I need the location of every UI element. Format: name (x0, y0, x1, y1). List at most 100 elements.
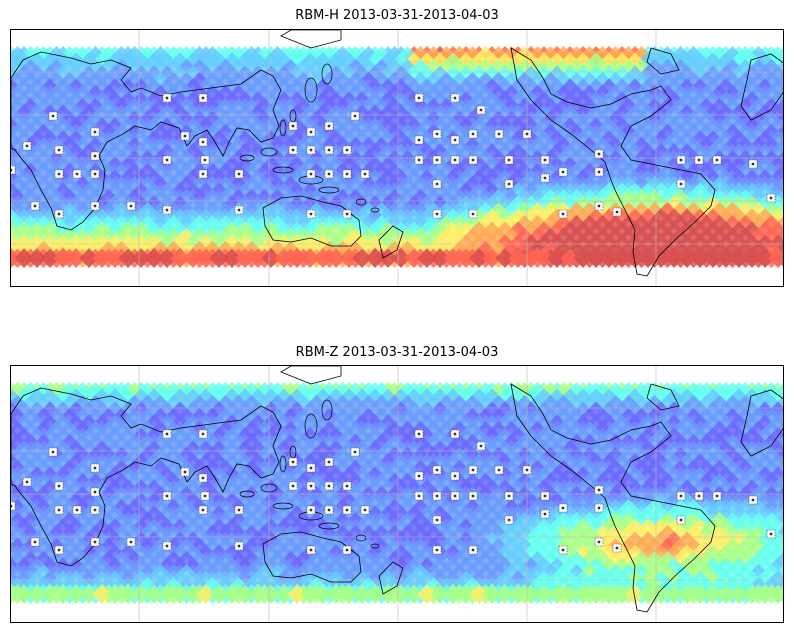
station-marker-icon (306, 505, 316, 515)
station-marker-icon (90, 487, 100, 497)
station-marker-icon (306, 169, 316, 179)
station-marker-icon (324, 505, 334, 515)
station-marker-icon (11, 165, 16, 175)
station-marker-icon (676, 179, 686, 189)
station-marker-icon (360, 505, 370, 515)
graticule (11, 30, 783, 286)
station-marker-icon (748, 495, 758, 505)
station-marker-icon (288, 481, 298, 491)
station-marker-icon (90, 201, 100, 211)
station-marker-icon (432, 129, 442, 139)
station-marker-icon (54, 505, 64, 515)
station-marker-icon (522, 129, 532, 139)
station-marker-icon (342, 481, 352, 491)
station-marker-icon (766, 529, 776, 539)
station-marker-icon (234, 169, 244, 179)
station-marker-icon (72, 169, 82, 179)
station-marker-icon (594, 485, 604, 495)
station-marker-icon (180, 131, 190, 141)
station-marker-icon (90, 127, 100, 137)
station-marker-icon (468, 491, 478, 501)
station-marker-icon (504, 179, 514, 189)
station-marker-icon (558, 545, 568, 555)
station-marker-icon (11, 501, 16, 511)
station-marker-icon (468, 545, 478, 555)
coastlines (11, 366, 783, 613)
station-marker-icon (450, 491, 460, 501)
station-marker-icon (90, 537, 100, 547)
station-marker-icon (48, 447, 58, 457)
station-marker-icon (766, 193, 776, 203)
station-marker-icon (324, 145, 334, 155)
station-marker-icon (22, 141, 32, 151)
station-marker-icon (414, 471, 424, 481)
station-marker-icon (494, 129, 504, 139)
station-marker-icon (558, 167, 568, 177)
station-marker-icon (432, 545, 442, 555)
station-marker-icon (288, 457, 298, 467)
station-marker-icon (198, 169, 208, 179)
station-marker-icon (306, 481, 316, 491)
station-marker-icon (468, 155, 478, 165)
station-marker-icon (306, 545, 316, 555)
station-marker-icon (432, 209, 442, 219)
station-marker-icon (126, 201, 136, 211)
station-marker-icon (612, 207, 622, 217)
heatmap-field (11, 382, 783, 604)
station-marker-icon (694, 155, 704, 165)
station-marker-icon (558, 209, 568, 219)
station-marker-icon (450, 93, 460, 103)
station-marker-icon (432, 179, 442, 189)
station-marker-icon (90, 151, 100, 161)
station-marker-icon (342, 545, 352, 555)
station-marker-icon (594, 201, 604, 211)
station-marker-icon (414, 491, 424, 501)
station-marker-icon (432, 155, 442, 165)
station-marker-icon (594, 149, 604, 159)
station-markers (11, 429, 776, 555)
station-marker-icon (54, 145, 64, 155)
station-marker-icon (476, 105, 486, 115)
station-marker-icon (468, 129, 478, 139)
station-markers (11, 93, 776, 219)
station-marker-icon (522, 465, 532, 475)
station-marker-icon (324, 457, 334, 467)
station-marker-icon (350, 111, 360, 121)
station-marker-icon (180, 467, 190, 477)
station-marker-icon (162, 205, 172, 215)
station-marker-icon (450, 429, 460, 439)
heatmap-field (11, 46, 783, 268)
station-marker-icon (54, 481, 64, 491)
station-marker-icon (350, 447, 360, 457)
station-marker-icon (342, 209, 352, 219)
station-marker-icon (90, 463, 100, 473)
station-marker-icon (432, 515, 442, 525)
station-marker-icon (504, 491, 514, 501)
panel-rbm-z-title: RBM-Z 2013-03-31-2013-04-03 (295, 345, 499, 360)
station-marker-icon (676, 515, 686, 525)
station-marker-icon (306, 127, 316, 137)
station-marker-icon (694, 491, 704, 501)
station-marker-icon (306, 463, 316, 473)
station-marker-icon (162, 541, 172, 551)
station-marker-icon (612, 543, 622, 553)
station-marker-icon (198, 473, 208, 483)
station-marker-icon (540, 155, 550, 165)
station-marker-icon (594, 537, 604, 547)
station-marker-icon (162, 429, 172, 439)
station-marker-icon (494, 465, 504, 475)
station-marker-icon (72, 505, 82, 515)
station-marker-icon (450, 135, 460, 145)
station-marker-icon (234, 541, 244, 551)
station-marker-icon (468, 209, 478, 219)
station-marker-icon (414, 155, 424, 165)
station-marker-icon (234, 205, 244, 215)
station-marker-icon (594, 503, 604, 513)
station-marker-icon (324, 121, 334, 131)
station-marker-icon (54, 545, 64, 555)
station-marker-icon (126, 537, 136, 547)
map-canvas-rbm-z (11, 366, 783, 622)
map-panel-rbm-z (10, 365, 784, 623)
station-marker-icon (54, 209, 64, 219)
station-marker-icon (48, 111, 58, 121)
